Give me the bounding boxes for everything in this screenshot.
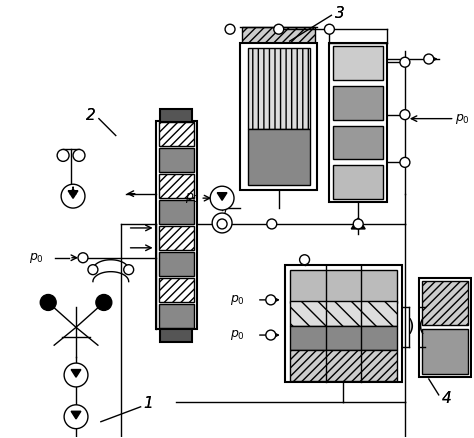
Bar	[158, 200, 194, 224]
Text: $p_0$: $p_0$	[29, 251, 44, 265]
Text: $p_0$: $p_0$	[230, 328, 245, 342]
Text: )(: )(	[406, 318, 428, 336]
Bar	[240, 43, 318, 190]
Polygon shape	[71, 411, 81, 419]
Bar	[242, 27, 316, 43]
Circle shape	[73, 149, 85, 161]
Circle shape	[267, 219, 277, 229]
Bar	[155, 120, 197, 329]
Circle shape	[64, 405, 88, 429]
Text: 2: 2	[86, 108, 96, 123]
Circle shape	[88, 265, 98, 275]
Circle shape	[217, 219, 227, 229]
Bar	[419, 278, 471, 377]
Bar	[290, 270, 397, 303]
Circle shape	[324, 24, 334, 34]
Text: $p_0$: $p_0$	[455, 112, 470, 126]
Circle shape	[353, 219, 363, 229]
Bar	[158, 304, 194, 328]
Polygon shape	[217, 193, 227, 200]
Polygon shape	[351, 218, 365, 229]
Circle shape	[274, 24, 284, 34]
Circle shape	[78, 253, 88, 263]
Circle shape	[64, 363, 88, 387]
Bar	[333, 165, 383, 199]
Circle shape	[124, 265, 134, 275]
Circle shape	[400, 157, 410, 167]
Bar	[161, 329, 192, 342]
Bar	[290, 300, 397, 326]
Circle shape	[96, 294, 112, 311]
Text: $p_0$: $p_0$	[230, 293, 245, 307]
Bar	[248, 129, 310, 185]
Text: 3: 3	[335, 6, 344, 21]
Bar	[158, 226, 194, 250]
Bar	[161, 109, 192, 122]
Bar	[422, 281, 467, 325]
Bar	[290, 350, 397, 381]
Circle shape	[40, 294, 56, 311]
Bar	[333, 126, 383, 159]
Bar	[158, 278, 194, 302]
Bar	[333, 86, 383, 120]
Bar	[329, 43, 387, 202]
Text: $p_0$: $p_0$	[185, 191, 201, 205]
Circle shape	[266, 330, 276, 340]
Circle shape	[57, 149, 69, 161]
Bar	[285, 265, 402, 382]
Bar	[333, 46, 383, 80]
Text: 4: 4	[442, 391, 452, 406]
Circle shape	[212, 213, 232, 233]
Polygon shape	[68, 191, 78, 198]
Text: 2: 2	[86, 108, 96, 123]
Text: 1: 1	[144, 396, 154, 411]
Bar	[422, 329, 467, 374]
Circle shape	[400, 110, 410, 120]
Bar	[158, 174, 194, 198]
Circle shape	[61, 184, 85, 208]
Circle shape	[400, 57, 410, 67]
Text: 4: 4	[442, 391, 452, 406]
Bar	[158, 252, 194, 276]
Circle shape	[210, 186, 234, 210]
Polygon shape	[71, 370, 81, 377]
Bar	[158, 148, 194, 172]
Circle shape	[300, 255, 310, 265]
Text: 1: 1	[144, 396, 154, 411]
Circle shape	[225, 24, 235, 34]
Bar	[158, 122, 194, 146]
Bar	[290, 326, 397, 350]
Circle shape	[266, 295, 276, 305]
Circle shape	[424, 54, 434, 64]
Bar	[248, 48, 310, 129]
Text: 3: 3	[335, 6, 344, 21]
